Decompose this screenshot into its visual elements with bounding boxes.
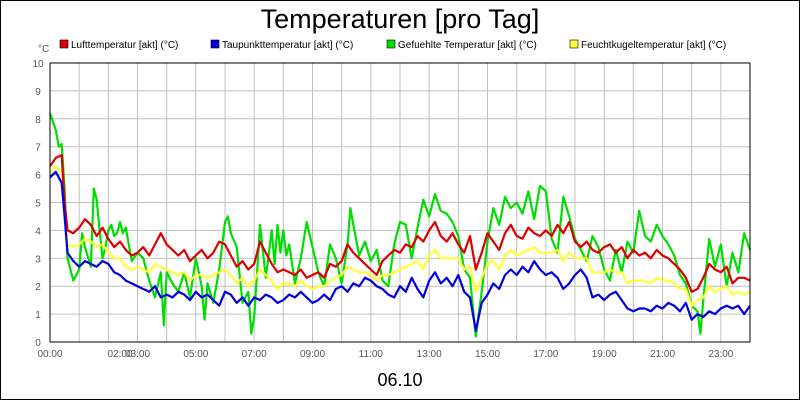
series-line-1 <box>49 170 751 332</box>
x-tick-label: 19:00 <box>592 349 617 360</box>
y-tick-label: 6 <box>35 171 41 182</box>
legend-swatch-lufttemperatur <box>59 39 69 49</box>
y-tick-label: 9 <box>35 87 41 98</box>
y-tick-label: 5 <box>35 199 41 210</box>
y-axis-ticks: 0 1 2 3 4 5 6 7 8 9 10 <box>32 59 44 349</box>
legend-label-feuchtkugeltemperatur: Feuchtkugeltemperatur [akt] (°C) <box>581 40 726 51</box>
legend: Lufttemperatur [akt] (°C) Taupunkttemper… <box>59 39 726 51</box>
x-tick-label: 11:00 <box>359 349 384 360</box>
series-line-0 <box>49 154 751 293</box>
legend-swatch-feuchtkugeltemperatur <box>569 39 579 49</box>
x-tick-label: 03:00 <box>125 349 150 360</box>
x-tick-label: 05:00 <box>183 349 208 360</box>
y-tick-label: 1 <box>35 310 41 321</box>
date-label: 06.10 <box>377 370 422 390</box>
legend-label-taupunkttemperatur: Taupunkttemperatur [akt] (°C) <box>222 40 353 51</box>
grid <box>50 62 750 343</box>
series-lines <box>48 112 752 338</box>
series-line-2 <box>48 112 752 338</box>
series-line-3 <box>49 165 751 307</box>
chart-title: Temperaturen [pro Tag] <box>261 4 540 34</box>
x-tick-label: 09:00 <box>300 349 325 360</box>
legend-swatch-gefuehlte-temperatur <box>386 39 396 49</box>
x-tick-label: 13:00 <box>417 349 442 360</box>
x-tick-label: 15:00 <box>475 349 500 360</box>
y-tick-label: 2 <box>35 282 41 293</box>
x-tick-label: 23:00 <box>708 349 733 360</box>
y-tick-label: 4 <box>35 226 41 237</box>
plot-area <box>49 62 751 343</box>
y-tick-label: 7 <box>35 143 41 154</box>
legend-label-lufttemperatur: Lufttemperatur [akt] (°C) <box>71 40 178 51</box>
y-tick-label: 0 <box>35 338 41 349</box>
legend-label-gefuehlte-temperatur: Gefuehlte Temperatur [akt] (°C) <box>398 40 537 51</box>
x-tick-label: 07:00 <box>242 349 267 360</box>
y-tick-label: 10 <box>32 59 44 70</box>
y-axis-unit: °C <box>38 44 49 55</box>
y-tick-label: 8 <box>35 115 41 126</box>
x-tick-label: 21:00 <box>650 349 675 360</box>
y-tick-label: 3 <box>35 254 41 265</box>
x-tick-label: 00:00 <box>37 349 62 360</box>
legend-swatch-taupunkttemperatur <box>210 39 220 49</box>
x-tick-label: 02:00 <box>107 349 132 360</box>
x-tick-label: 17:00 <box>533 349 558 360</box>
